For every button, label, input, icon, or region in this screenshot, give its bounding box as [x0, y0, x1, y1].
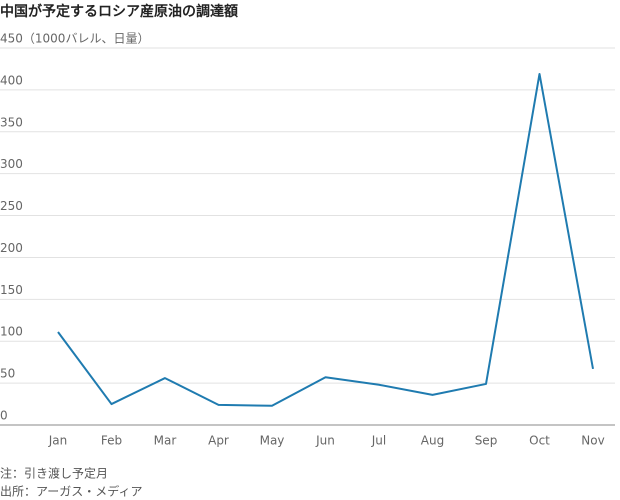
x-tick-label: Feb — [101, 434, 122, 448]
x-tick-label: Nov — [581, 434, 604, 448]
note: 注：引き渡し予定月 — [0, 466, 108, 481]
chart-title: 中国が予定するロシア産原油の調達額 — [0, 3, 238, 20]
note: 出所：アーガス・メディア — [0, 484, 142, 499]
x-tick-label: Sep — [475, 434, 498, 448]
x-tick-label: Mar — [154, 434, 177, 448]
y-tick-label: 150 — [0, 283, 23, 297]
x-tick-label: Apr — [208, 434, 229, 448]
y-tick-label: 350 — [0, 115, 23, 129]
y-tick-label: 450（1000バレル、日量） — [0, 32, 149, 46]
y-tick-label: 250 — [0, 199, 23, 213]
y-tick-label: 200 — [0, 241, 23, 255]
y-tick-label: 50 — [0, 367, 15, 381]
y-tick-label: 300 — [0, 157, 23, 171]
x-tick-label: Jan — [48, 434, 68, 448]
x-tick-label: Oct — [529, 434, 550, 448]
x-tick-label: Jul — [371, 434, 386, 448]
x-tick-label: Jun — [315, 434, 335, 448]
y-tick-label: 400 — [0, 73, 23, 87]
x-tick-label: May — [260, 434, 285, 448]
x-tick-label: Aug — [421, 434, 444, 448]
y-tick-label: 0 — [0, 409, 8, 423]
series-line — [57, 72, 594, 407]
y-tick-label: 100 — [0, 325, 23, 339]
